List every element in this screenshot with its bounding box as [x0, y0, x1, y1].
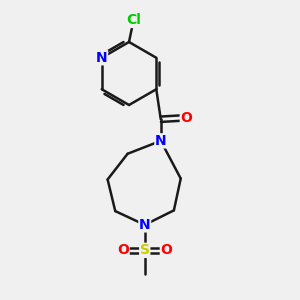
Text: N: N	[139, 218, 151, 232]
Text: O: O	[160, 243, 172, 257]
Text: O: O	[180, 111, 192, 125]
Text: N: N	[155, 134, 166, 148]
Text: S: S	[140, 243, 150, 257]
Text: O: O	[117, 243, 129, 257]
Text: Cl: Cl	[126, 14, 141, 27]
Text: N: N	[96, 51, 107, 65]
